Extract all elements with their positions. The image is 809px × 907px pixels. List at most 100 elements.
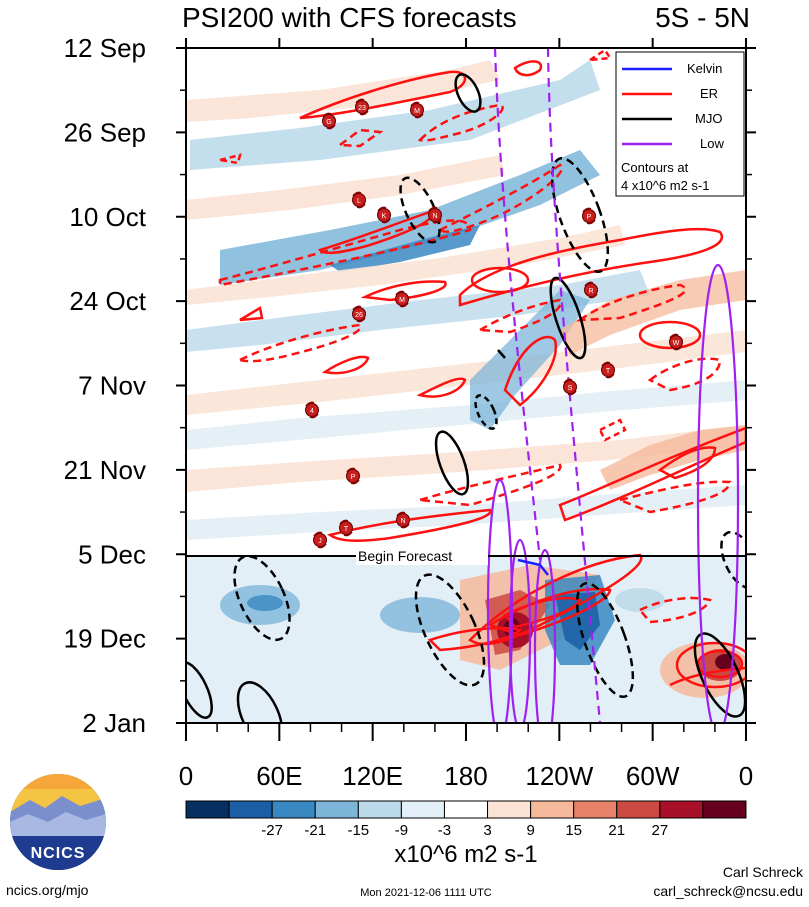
storm-marker: S — [563, 378, 577, 396]
mjo-contour-8 — [233, 554, 291, 642]
colorbar-swatch — [659, 800, 704, 819]
er-contour-32 — [638, 596, 712, 624]
colorbar-tick-label: -3 — [438, 822, 451, 839]
y-tick-label: 12 Sep — [64, 33, 146, 63]
storm-marker-swirl — [346, 467, 360, 485]
storm-marker-dot — [395, 292, 409, 306]
er-contour-21 — [657, 446, 717, 480]
er-contour-28 — [427, 626, 523, 652]
storm-marker-label: L — [357, 198, 361, 205]
low-contour-6 — [533, 548, 557, 723]
storm-marker-swirl — [339, 519, 353, 537]
legend-label-kelvin: Kelvin — [687, 61, 722, 76]
storm-marker-dot — [428, 208, 442, 222]
band-blue-5 — [186, 380, 746, 450]
storm-marker-dot — [305, 403, 319, 417]
legend-note-line2: 4 x10^6 m2 s-1 — [621, 178, 709, 193]
storm-marker-label: K — [382, 213, 387, 220]
er-contour-9 — [360, 280, 447, 302]
storm-marker-swirl — [563, 378, 577, 396]
storm-marker-dot — [410, 103, 424, 117]
legend-label-low: Low — [700, 136, 724, 151]
storm-marker-swirl — [313, 531, 327, 549]
mjo-contour-13 — [186, 661, 213, 719]
y-tick-label: 24 Oct — [69, 286, 146, 316]
storm-marker-dot — [346, 469, 360, 483]
mjo-contour-6 — [474, 394, 498, 430]
storm-marker-label: W — [673, 340, 680, 347]
er-contour-34 — [513, 60, 543, 77]
storm-marker-dot — [584, 283, 598, 297]
mjo-contour-4 — [549, 276, 587, 360]
storm-markers: G 23 M L K N P R M 26 W T S 4 P J T N — [305, 98, 683, 549]
forecast-start-label: Begin Forecast — [358, 548, 452, 564]
er-contour-12 — [239, 306, 264, 322]
er-contour-27 — [503, 596, 582, 629]
low-contours — [486, 48, 740, 723]
y-tick-label: 21 Nov — [64, 455, 146, 485]
y-tick-label: 2 Jan — [82, 708, 146, 738]
storm-marker-label: N — [432, 213, 437, 220]
er-contour-13 — [321, 355, 370, 375]
logo-mountains-2 — [10, 812, 106, 838]
storm-marker-label: 23 — [358, 105, 366, 112]
colorbar-tick-label: 21 — [608, 822, 625, 839]
storm-marker-label: P — [587, 214, 592, 221]
x-tick-label: 0 — [179, 761, 193, 791]
colorbar: -27 -21 -15 -9 -3 3 9 15 21 27 — [185, 800, 747, 839]
legend-label-mjo: MJO — [695, 111, 722, 126]
colorbar-swatch — [443, 800, 489, 819]
x-tick-label: 60W — [626, 761, 680, 791]
colorbar-tick-label: 3 — [483, 822, 491, 839]
colorbar-tick-label: -15 — [347, 822, 369, 839]
forecast-label-bg — [356, 547, 488, 565]
storm-marker-dot — [601, 363, 615, 377]
low-contour-4 — [486, 478, 514, 723]
storm-marker-swirl — [322, 112, 336, 130]
band-red-2 — [186, 155, 505, 220]
colorbar-swatch — [616, 800, 661, 819]
x-tick-label: 120E — [342, 761, 403, 791]
er-contour-29 — [675, 641, 746, 689]
storm-marker-label: 26 — [355, 312, 363, 319]
y-tick-label: 10 Oct — [69, 202, 146, 232]
storm-marker: R — [584, 281, 598, 299]
storm-marker: T — [601, 361, 615, 379]
er-contour-23 — [327, 508, 492, 542]
storm-marker-label: 4 — [310, 408, 314, 415]
mjo-contour-5 — [497, 349, 506, 359]
colorbar-tick-label: 27 — [652, 822, 669, 839]
chart-region: 5S - 5N — [655, 2, 750, 33]
storm-marker-swirl — [582, 207, 596, 225]
x-tick-label: 120W — [525, 761, 593, 791]
mjo-contour-1 — [454, 73, 482, 113]
footer-author: Carl Schreck — [723, 864, 804, 880]
y-tick-label: 7 Nov — [78, 371, 146, 401]
storm-marker-swirl — [395, 290, 409, 308]
colorbar-swatch — [357, 800, 402, 819]
storm-marker: J — [313, 531, 327, 549]
er-contour-19 — [598, 418, 627, 442]
mjo-contour-2 — [399, 176, 441, 244]
storm-marker-swirl — [669, 333, 683, 351]
x-axis: 0 60E 120E 180 120W 60W 0 — [179, 38, 753, 791]
storm-marker: N — [396, 511, 410, 529]
er-contour-20 — [558, 426, 746, 522]
storm-marker-swirl — [601, 361, 615, 379]
fc-blue-2 — [247, 595, 283, 611]
colorbar-tick-label: -21 — [304, 822, 326, 839]
storm-marker: M — [410, 101, 424, 119]
er-contour-31 — [669, 666, 746, 687]
er-contour-16 — [638, 320, 702, 350]
y-tick-label: 5 Dec — [78, 539, 146, 569]
chart-title: PSI200 with CFS forecasts — [182, 2, 517, 33]
er-contour-22 — [419, 463, 562, 507]
y-tick-label: 26 Sep — [64, 117, 146, 147]
band-blue-1 — [190, 60, 600, 170]
band-red-1 — [186, 60, 500, 122]
er-contour-7 — [458, 227, 724, 307]
storm-marker-label: S — [568, 385, 573, 392]
storm-marker-dot — [563, 380, 577, 394]
colorbar-units: x10^6 m2 s-1 — [394, 841, 537, 868]
